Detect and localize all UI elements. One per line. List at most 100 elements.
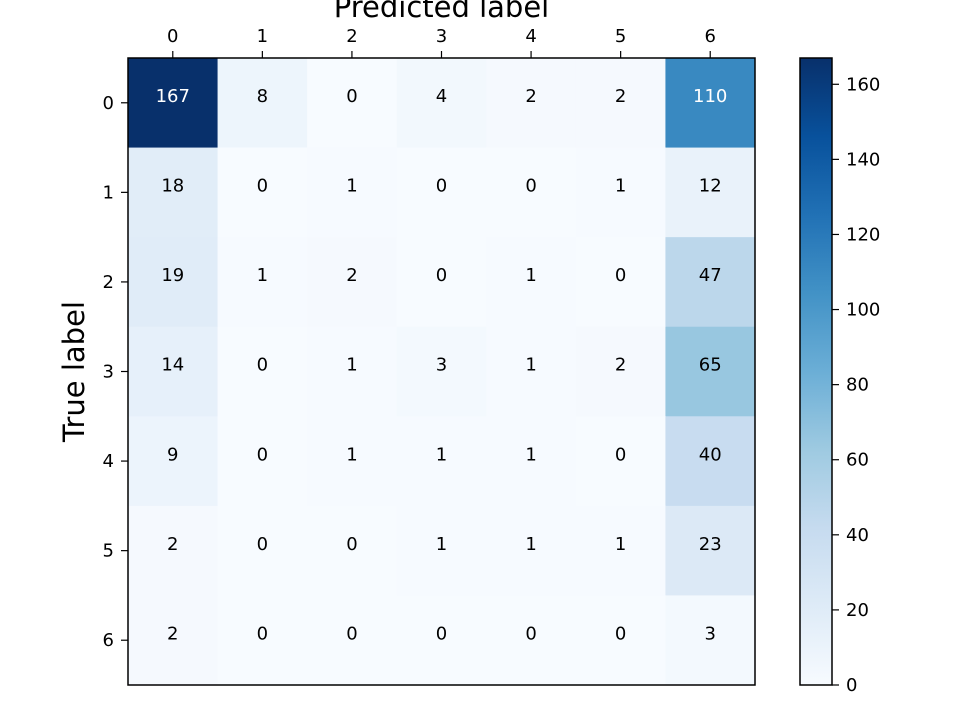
- cell-value-label: 0: [436, 623, 447, 644]
- x-tick-label: 2: [346, 26, 357, 47]
- heatmap-cell: [307, 326, 398, 417]
- heatmap-cell: [128, 326, 219, 417]
- cell-value-label: 2: [615, 355, 626, 376]
- cell-value-label: 0: [257, 444, 268, 465]
- cell-value-label: 1: [525, 444, 536, 465]
- heatmap-cell: [665, 237, 756, 328]
- y-tick-label: 2: [103, 272, 114, 293]
- heatmap-cell: [575, 147, 666, 238]
- y-tick-label: 3: [103, 362, 114, 383]
- heatmap-cell: [665, 595, 756, 686]
- heatmap-cell: [486, 416, 577, 507]
- cell-value-label: 0: [257, 534, 268, 555]
- cell-value-label: 3: [436, 355, 447, 376]
- y-tick-label: 0: [103, 93, 114, 114]
- colorbar-tick-label: 0: [846, 675, 857, 696]
- heatmap-cell: [307, 595, 398, 686]
- y-tick-label: 5: [103, 541, 114, 562]
- cell-value-label: 1: [346, 176, 357, 197]
- heatmap-cell: [128, 58, 219, 149]
- heatmap-cell: [486, 147, 577, 238]
- cell-value-label: 0: [346, 623, 357, 644]
- x-tick-label: 4: [525, 26, 536, 47]
- heatmap-cell: [486, 326, 577, 417]
- heatmap-cell: [307, 416, 398, 507]
- cell-value-label: 110: [693, 86, 727, 107]
- heatmap-cell: [217, 237, 308, 328]
- cell-value-label: 0: [257, 623, 268, 644]
- cell-value-label: 4: [436, 86, 447, 107]
- cell-value-label: 0: [346, 534, 357, 555]
- cell-value-label: 1: [615, 176, 626, 197]
- cell-value-label: 65: [699, 355, 722, 376]
- cell-value-label: 2: [167, 534, 178, 555]
- colorbar-tick-label: 100: [846, 300, 880, 321]
- heatmap-cell: [665, 58, 756, 149]
- cell-value-label: 0: [525, 176, 536, 197]
- cell-value-label: 1: [525, 265, 536, 286]
- cell-value-label: 1: [346, 355, 357, 376]
- heatmap-cell: [307, 147, 398, 238]
- heatmap-cell: [128, 595, 219, 686]
- y-tick-label: 6: [103, 630, 114, 651]
- heatmap-cell: [307, 505, 398, 596]
- heatmap-cell: [486, 237, 577, 328]
- x-tick-label: 5: [615, 26, 626, 47]
- heatmap-cell: [575, 58, 666, 149]
- heatmap-cell: [396, 326, 487, 417]
- heatmap-cell: [396, 595, 487, 686]
- cell-value-label: 8: [257, 86, 268, 107]
- cell-value-label: 1: [525, 355, 536, 376]
- cell-value-label: 0: [615, 623, 626, 644]
- x-axis-title: Predicted label: [334, 0, 550, 24]
- cell-value-label: 2: [525, 86, 536, 107]
- cell-value-label: 19: [161, 265, 184, 286]
- cell-value-label: 2: [167, 623, 178, 644]
- heatmap-cell: [486, 58, 577, 149]
- cell-value-label: 0: [346, 86, 357, 107]
- cell-value-label: 18: [161, 176, 184, 197]
- heatmap-cell: [128, 505, 219, 596]
- colorbar-tick-label: 140: [846, 149, 880, 170]
- colorbar-tick-label: 160: [846, 74, 880, 95]
- heatmap-cell: [217, 147, 308, 238]
- colorbar-tick-label: 80: [846, 375, 869, 396]
- heatmap-cell: [396, 147, 487, 238]
- heatmap-cell: [575, 505, 666, 596]
- heatmap-cell: [217, 416, 308, 507]
- cell-value-label: 9: [167, 444, 178, 465]
- heatmap-cell: [665, 505, 756, 596]
- cell-value-label: 12: [699, 176, 722, 197]
- heatmap-cell: [575, 595, 666, 686]
- heatmap-cell: [396, 416, 487, 507]
- cell-value-label: 1: [436, 534, 447, 555]
- heatmap-cell: [575, 416, 666, 507]
- heatmap-cell: [128, 147, 219, 238]
- cell-value-label: 1: [346, 444, 357, 465]
- heatmap-cell: [128, 237, 219, 328]
- colorbar-tick-label: 60: [846, 450, 869, 471]
- cell-value-label: 0: [257, 176, 268, 197]
- heatmap-cell: [217, 595, 308, 686]
- cell-value-label: 1: [525, 534, 536, 555]
- x-tick-label: 1: [257, 26, 268, 47]
- heatmap-cells: [128, 58, 756, 686]
- heatmap-cell: [665, 326, 756, 417]
- colorbar-tick-label: 20: [846, 600, 869, 621]
- y-tick-label: 1: [103, 182, 114, 203]
- cell-value-label: 1: [436, 444, 447, 465]
- cell-value-label: 23: [699, 534, 722, 555]
- x-axis-ticks: 0 1 2 3 4 5 6: [167, 26, 716, 58]
- cell-value-label: 3: [704, 623, 715, 644]
- cell-value-label: 47: [699, 265, 722, 286]
- cell-value-label: 0: [436, 176, 447, 197]
- colorbar-tick-label: 40: [846, 525, 869, 546]
- heatmap-cell: [217, 58, 308, 149]
- cell-value-label: 0: [436, 265, 447, 286]
- x-tick-label: 6: [704, 26, 715, 47]
- colorbar: [799, 57, 833, 686]
- cell-value-label: 2: [615, 86, 626, 107]
- cell-value-label: 14: [161, 355, 184, 376]
- cell-value-label: 0: [615, 265, 626, 286]
